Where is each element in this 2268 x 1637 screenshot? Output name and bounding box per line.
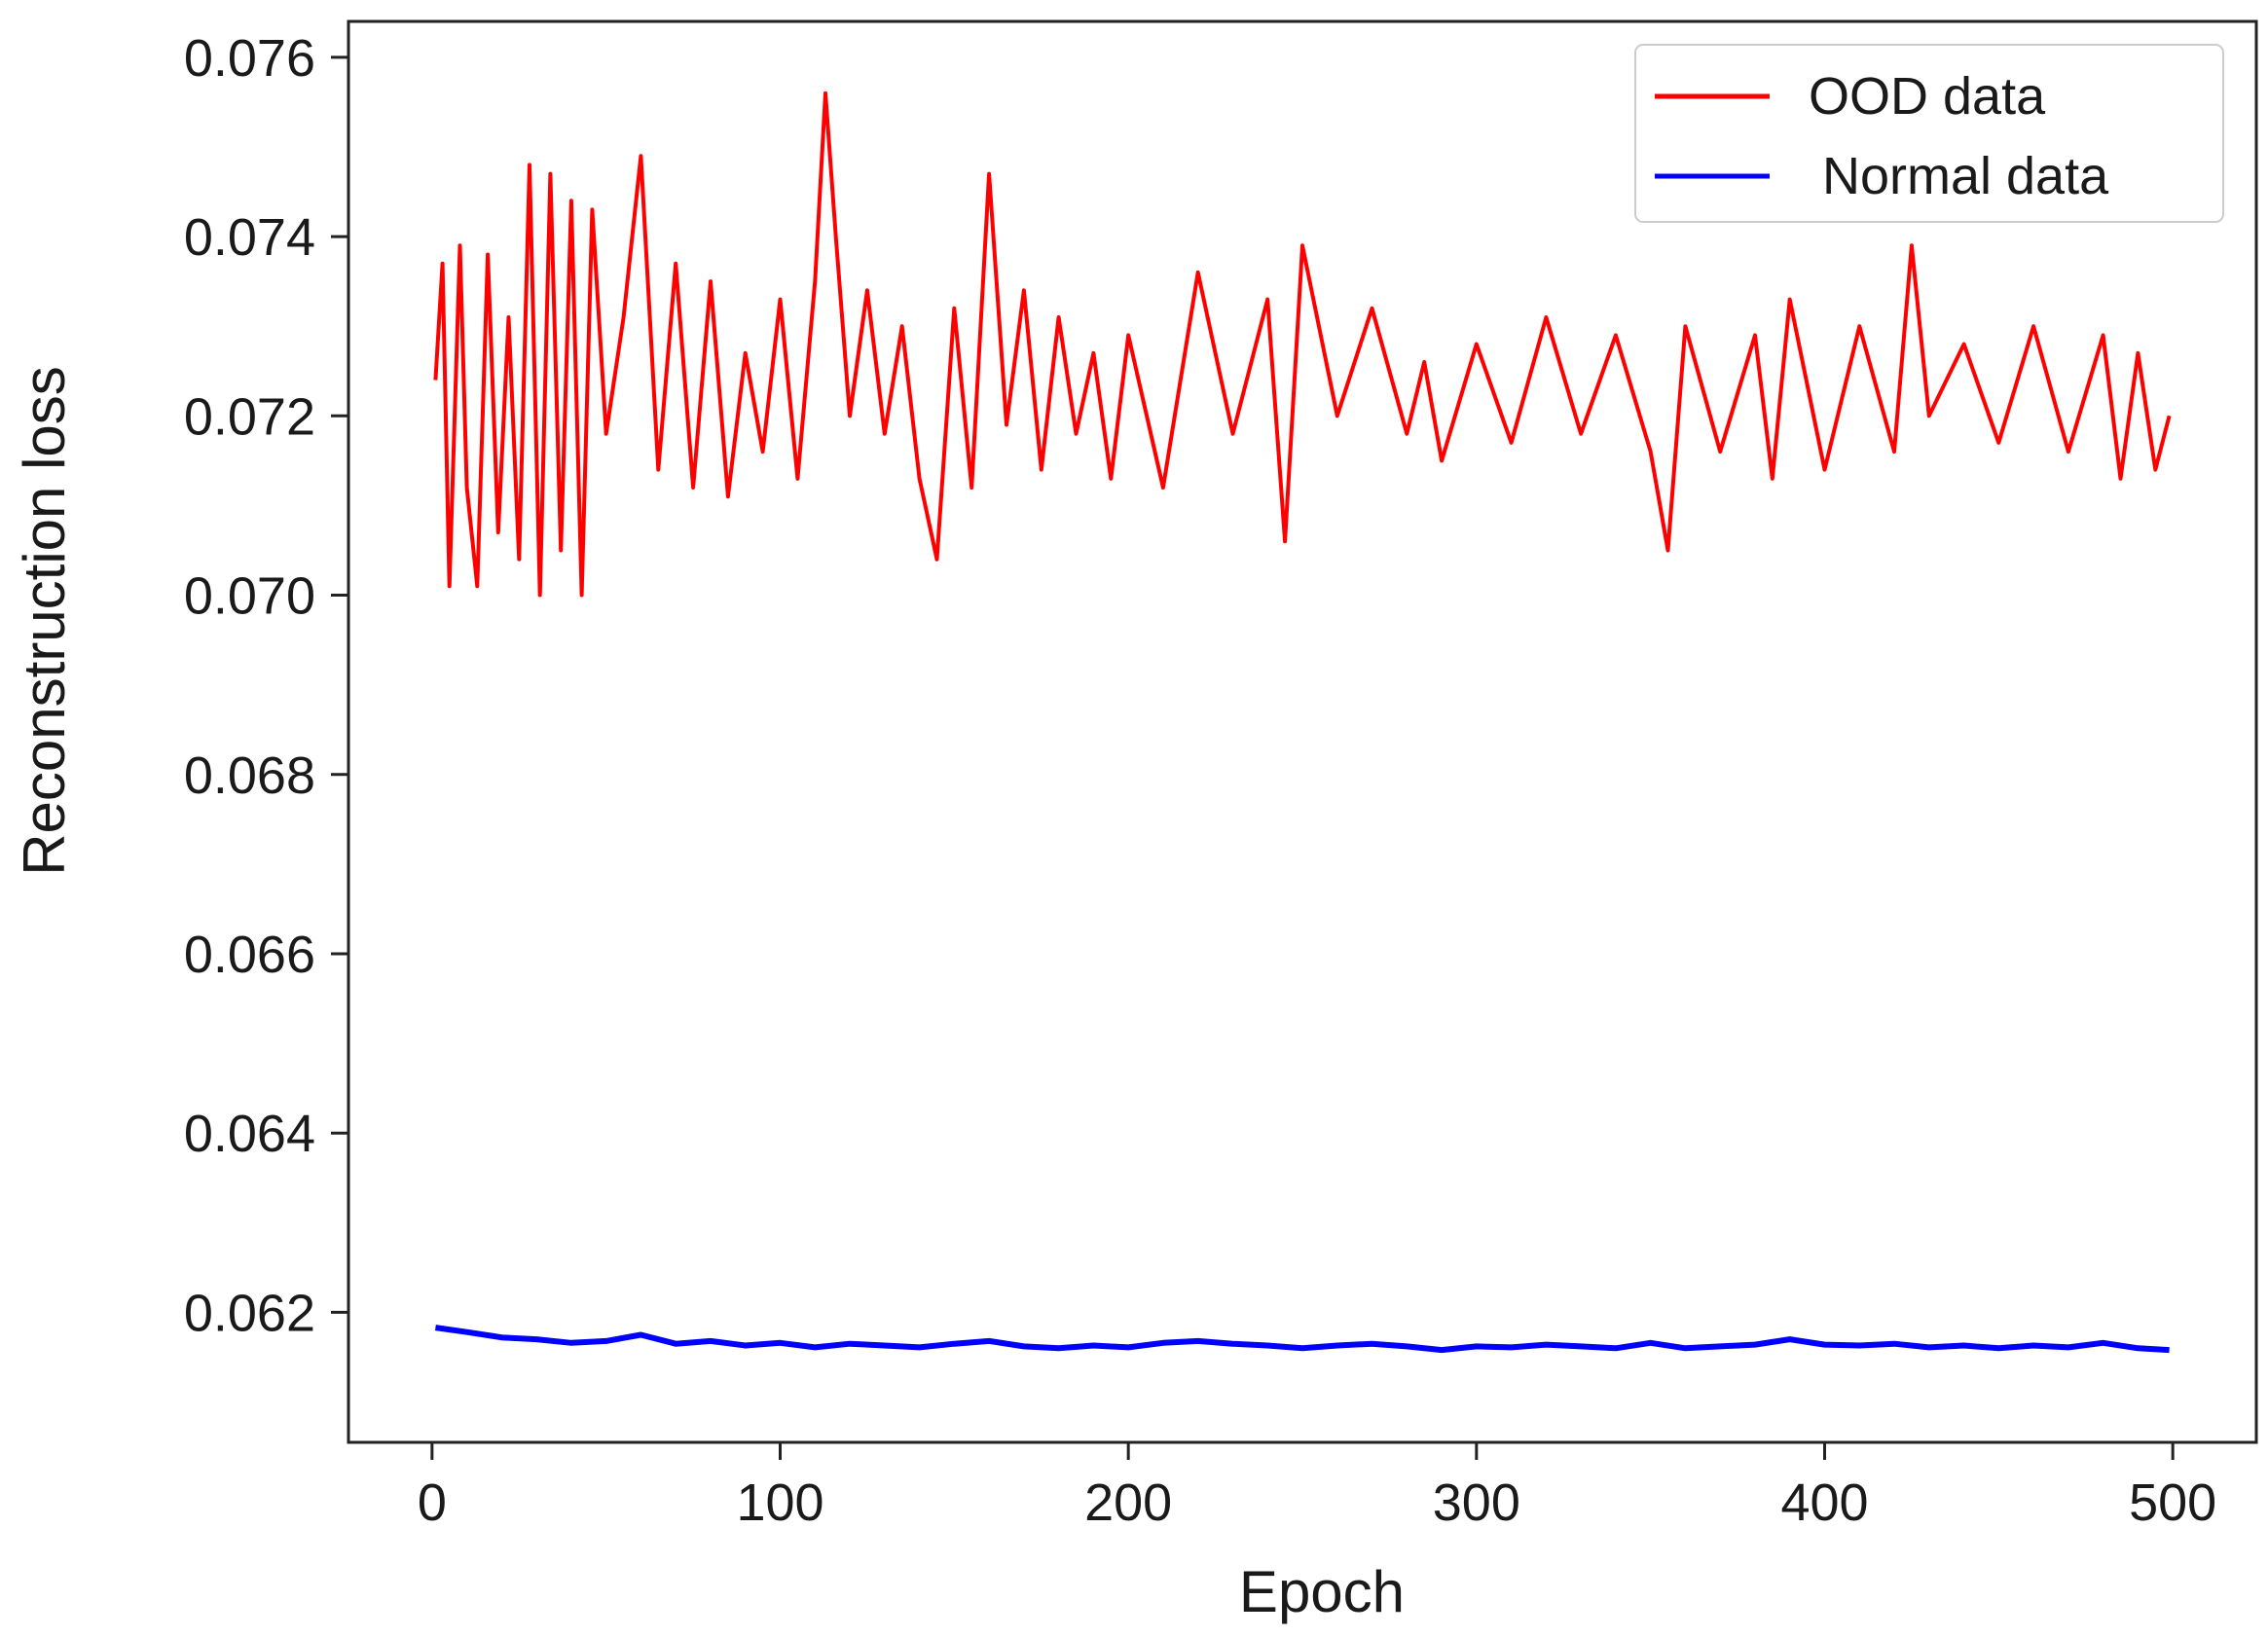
y-tick-label: 0.068: [184, 746, 315, 805]
x-axis: 0 100 200 300 400 500: [418, 1442, 2216, 1532]
series-line-ood-data: [433, 91, 2172, 598]
x-tick-label: 400: [1780, 1473, 1868, 1532]
legend-box: [1634, 44, 2224, 223]
y-tick-label: 0.070: [184, 567, 315, 626]
y-tick-label: 0.074: [184, 208, 315, 267]
x-tick-label: 0: [418, 1473, 447, 1532]
y-tick-label: 0.062: [184, 1284, 315, 1342]
y-tick-label: 0.064: [184, 1105, 315, 1163]
y-axis-title: Reconstruction loss: [12, 366, 77, 876]
y-tick-label: 0.076: [184, 29, 315, 88]
x-tick-label: 300: [1433, 1473, 1520, 1532]
series-line-normal-data: [434, 1325, 2170, 1354]
series-layer: [433, 91, 2172, 1354]
y-axis: 0.062 0.064 0.066 0.068 0.070 0.072 0.074 0.076: [184, 29, 348, 1342]
legend-label-ood: OOD data: [1809, 67, 2046, 126]
y-tick-label: 0.066: [184, 926, 315, 984]
x-tick-label: 200: [1084, 1473, 1172, 1532]
y-tick-label: 0.072: [184, 387, 315, 446]
x-tick-label: 100: [736, 1473, 823, 1532]
legend: OOD data Normal data: [1634, 44, 2224, 223]
plot-frame: [347, 19, 2258, 1444]
legend-label-normal: Normal data: [1822, 147, 2109, 205]
x-axis-title: Epoch: [1239, 1559, 1405, 1624]
x-tick-label: 500: [2129, 1473, 2216, 1532]
